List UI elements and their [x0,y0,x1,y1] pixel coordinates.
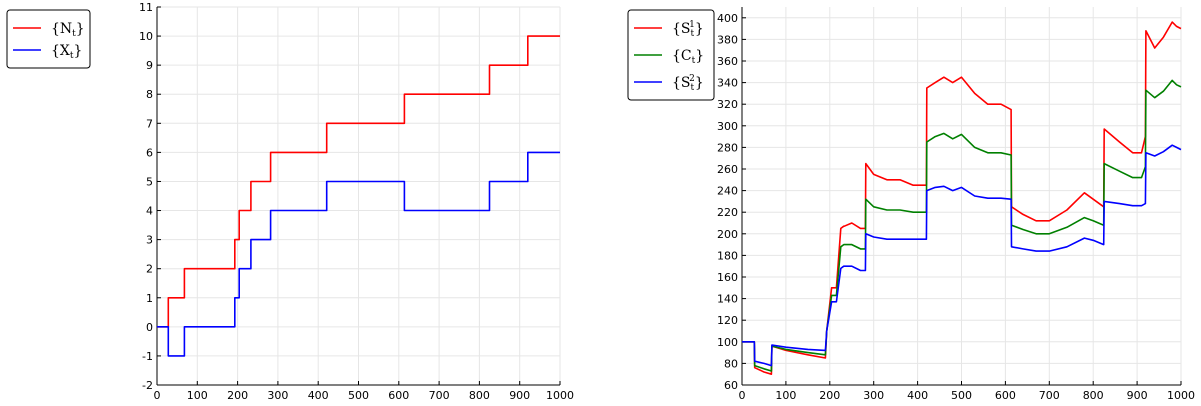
y-tick-label: 3 [146,234,153,247]
y-tick-label: 320 [717,98,738,111]
series-line-1 [157,151,560,357]
y-tick-label: 9 [146,59,153,72]
x-tick-label: 0 [739,389,746,402]
y-tick-label: 380 [717,33,738,46]
left-legend: {Nt} {Xt} [6,9,91,69]
left-chart: 0 100 200 300 400 500 600 700 800 900 1000 -2 -1 0 1 2 3… [139,1,574,402]
y-tick-label: 400 [717,12,738,25]
y-tick-label: 280 [717,141,738,154]
y-tick-label: 200 [717,228,738,241]
right-legend: {St1} {Ct} {St2} [627,9,715,101]
x-tick-label: 200 [227,389,248,402]
x-tick-label: 900 [1127,389,1148,402]
x-tick-label: 300 [267,389,288,402]
x-tick-label: 800 [1083,389,1104,402]
x-tick-label: 900 [509,389,530,402]
right-chart: 0 100 200 300 400 500 600 700 800 900 1000 60 80 100 1… [717,7,1195,402]
legend-box [627,9,715,101]
series-line-2 [742,144,1182,367]
x-tick-label: 300 [863,389,884,402]
x-tick-label: 600 [995,389,1016,402]
y-tick-label: 4 [146,205,153,218]
y-tick-label: 6 [146,146,153,159]
x-tick-label: 1000 [546,389,574,402]
x-tick-label: 800 [469,389,490,402]
x-tick-label: 1000 [1167,389,1195,402]
legend-label: {Nt} [51,21,85,39]
x-tick-label: 700 [429,389,450,402]
y-tick-label: 5 [146,175,153,188]
x-tick-label: 400 [907,389,928,402]
x-tick-label: 600 [388,389,409,402]
y-tick-label: 10 [139,30,153,43]
legend-label: {Ct} [672,48,704,66]
y-tick-label: 11 [139,1,153,14]
y-tick-label: 2 [146,263,153,276]
x-tick-label: 100 [187,389,208,402]
y-tick-label: 120 [717,314,738,327]
x-tick-label: 500 [951,389,972,402]
y-tick-label: 1 [146,292,153,305]
legend-label: {St1} [672,20,704,39]
legend-label: {Xt} [51,43,82,61]
x-tick-label: 0 [154,389,161,402]
y-tick-label: 360 [717,55,738,68]
y-tick-label: 340 [717,77,738,90]
y-tick-label: 300 [717,120,738,133]
y-tick-label: 0 [146,321,153,334]
x-tick-label: 400 [308,389,329,402]
y-tick-label: 100 [717,336,738,349]
y-tick-label: 220 [717,206,738,219]
y-tick-label: -2 [142,379,153,392]
x-tick-label: 700 [1039,389,1060,402]
y-tick-label: 80 [724,357,738,370]
y-tick-label: 260 [717,163,738,176]
x-tick-label: 100 [775,389,796,402]
y-tick-label: 8 [146,88,153,101]
y-tick-label: 7 [146,117,153,130]
series-line-0 [157,35,560,328]
y-tick-label: 180 [717,249,738,262]
x-tick-label: 200 [819,389,840,402]
legend-label: {St2} [672,74,704,93]
x-tick-label: 500 [348,389,369,402]
y-tick-label: 140 [717,293,738,306]
y-tick-label: -1 [142,350,153,363]
y-tick-label: 60 [724,379,738,392]
y-tick-label: 160 [717,271,738,284]
y-tick-label: 240 [717,185,738,198]
legend-box [6,9,91,69]
